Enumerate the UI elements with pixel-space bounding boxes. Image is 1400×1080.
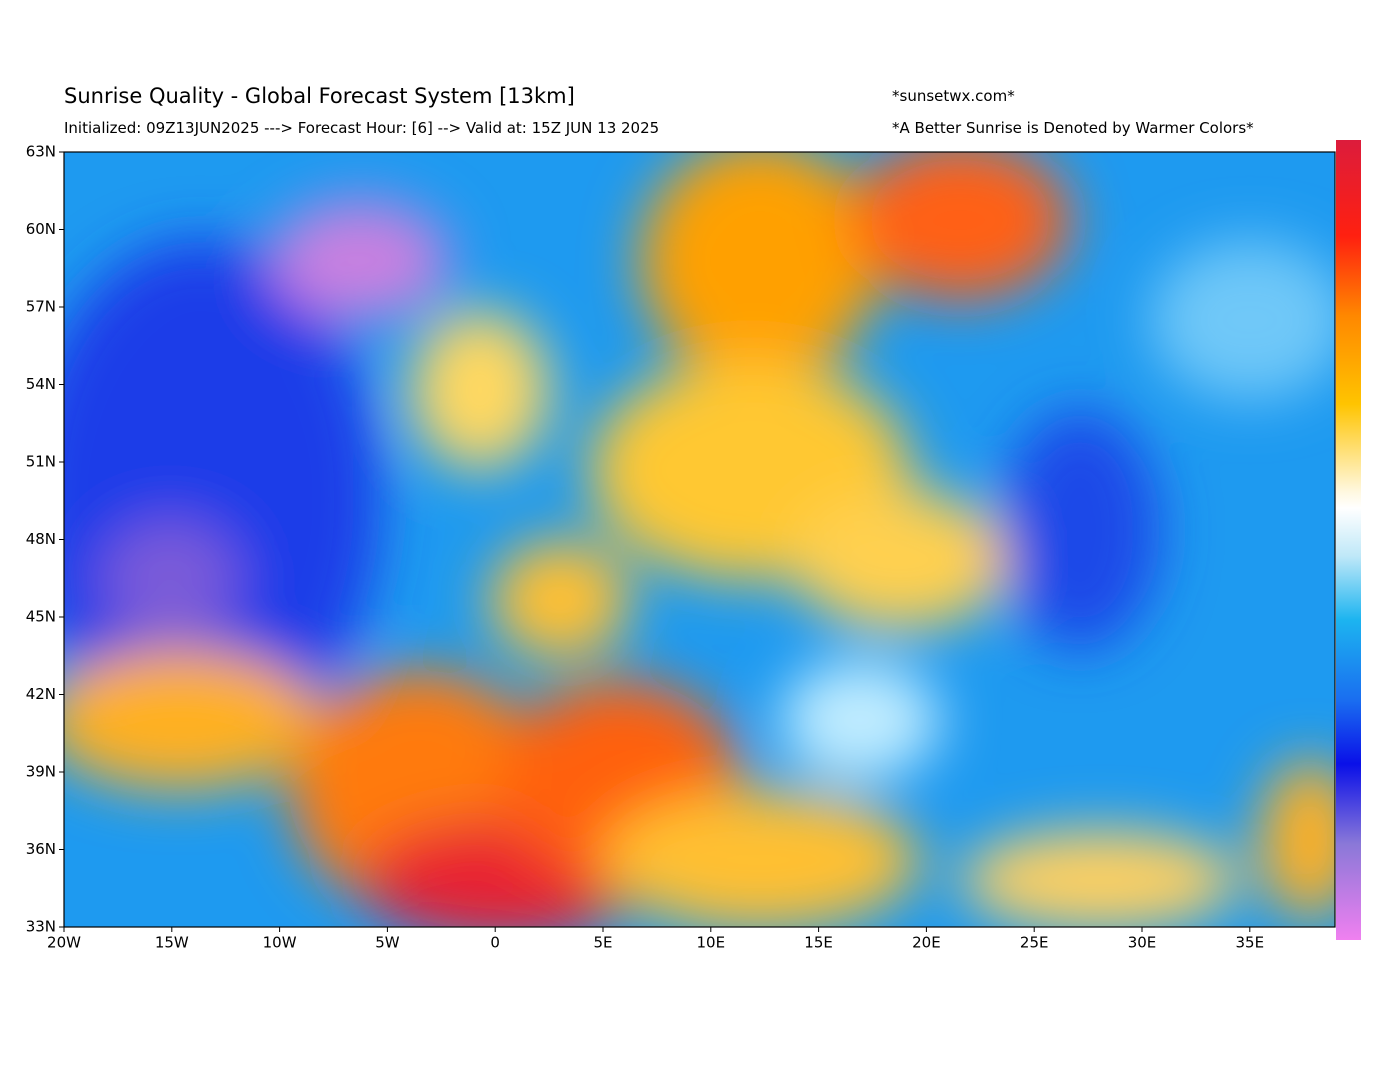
- lat-label: 54N: [26, 375, 56, 393]
- forecast-field: [64, 152, 1335, 927]
- lat-label: 42N: [26, 685, 56, 703]
- lat-label: 63N: [26, 143, 56, 161]
- lon-label: 10E: [697, 934, 726, 952]
- lon-label: 15W: [155, 934, 189, 952]
- lon-label: 30E: [1128, 934, 1157, 952]
- subtitle: Initialized: 09Z13JUN2025 ---> Forecast …: [64, 119, 659, 137]
- website: *sunsetwx.com*: [892, 87, 1015, 105]
- lon-label: 5E: [593, 934, 612, 952]
- lat-label: 60N: [26, 220, 56, 238]
- lon-label: 35E: [1236, 934, 1265, 952]
- lon-label: 15E: [804, 934, 833, 952]
- colorbar: [1336, 140, 1361, 940]
- lat-label: 48N: [26, 530, 56, 548]
- lat-label: 45N: [26, 608, 56, 626]
- title: Sunrise Quality - Global Forecast System…: [64, 84, 575, 108]
- lon-label: 10W: [263, 934, 297, 952]
- lat-label: 51N: [26, 453, 56, 471]
- lon-label: 20W: [47, 934, 81, 952]
- lat-label: 57N: [26, 298, 56, 316]
- note: *A Better Sunrise is Denoted by Warmer C…: [892, 119, 1254, 137]
- lon-label: 0: [490, 934, 500, 952]
- lat-label: 33N: [26, 918, 56, 936]
- lat-label: 36N: [26, 840, 56, 858]
- lon-label: 25E: [1020, 934, 1049, 952]
- lat-label: 39N: [26, 763, 56, 781]
- lon-label: 5W: [375, 934, 400, 952]
- lon-label: 20E: [912, 934, 941, 952]
